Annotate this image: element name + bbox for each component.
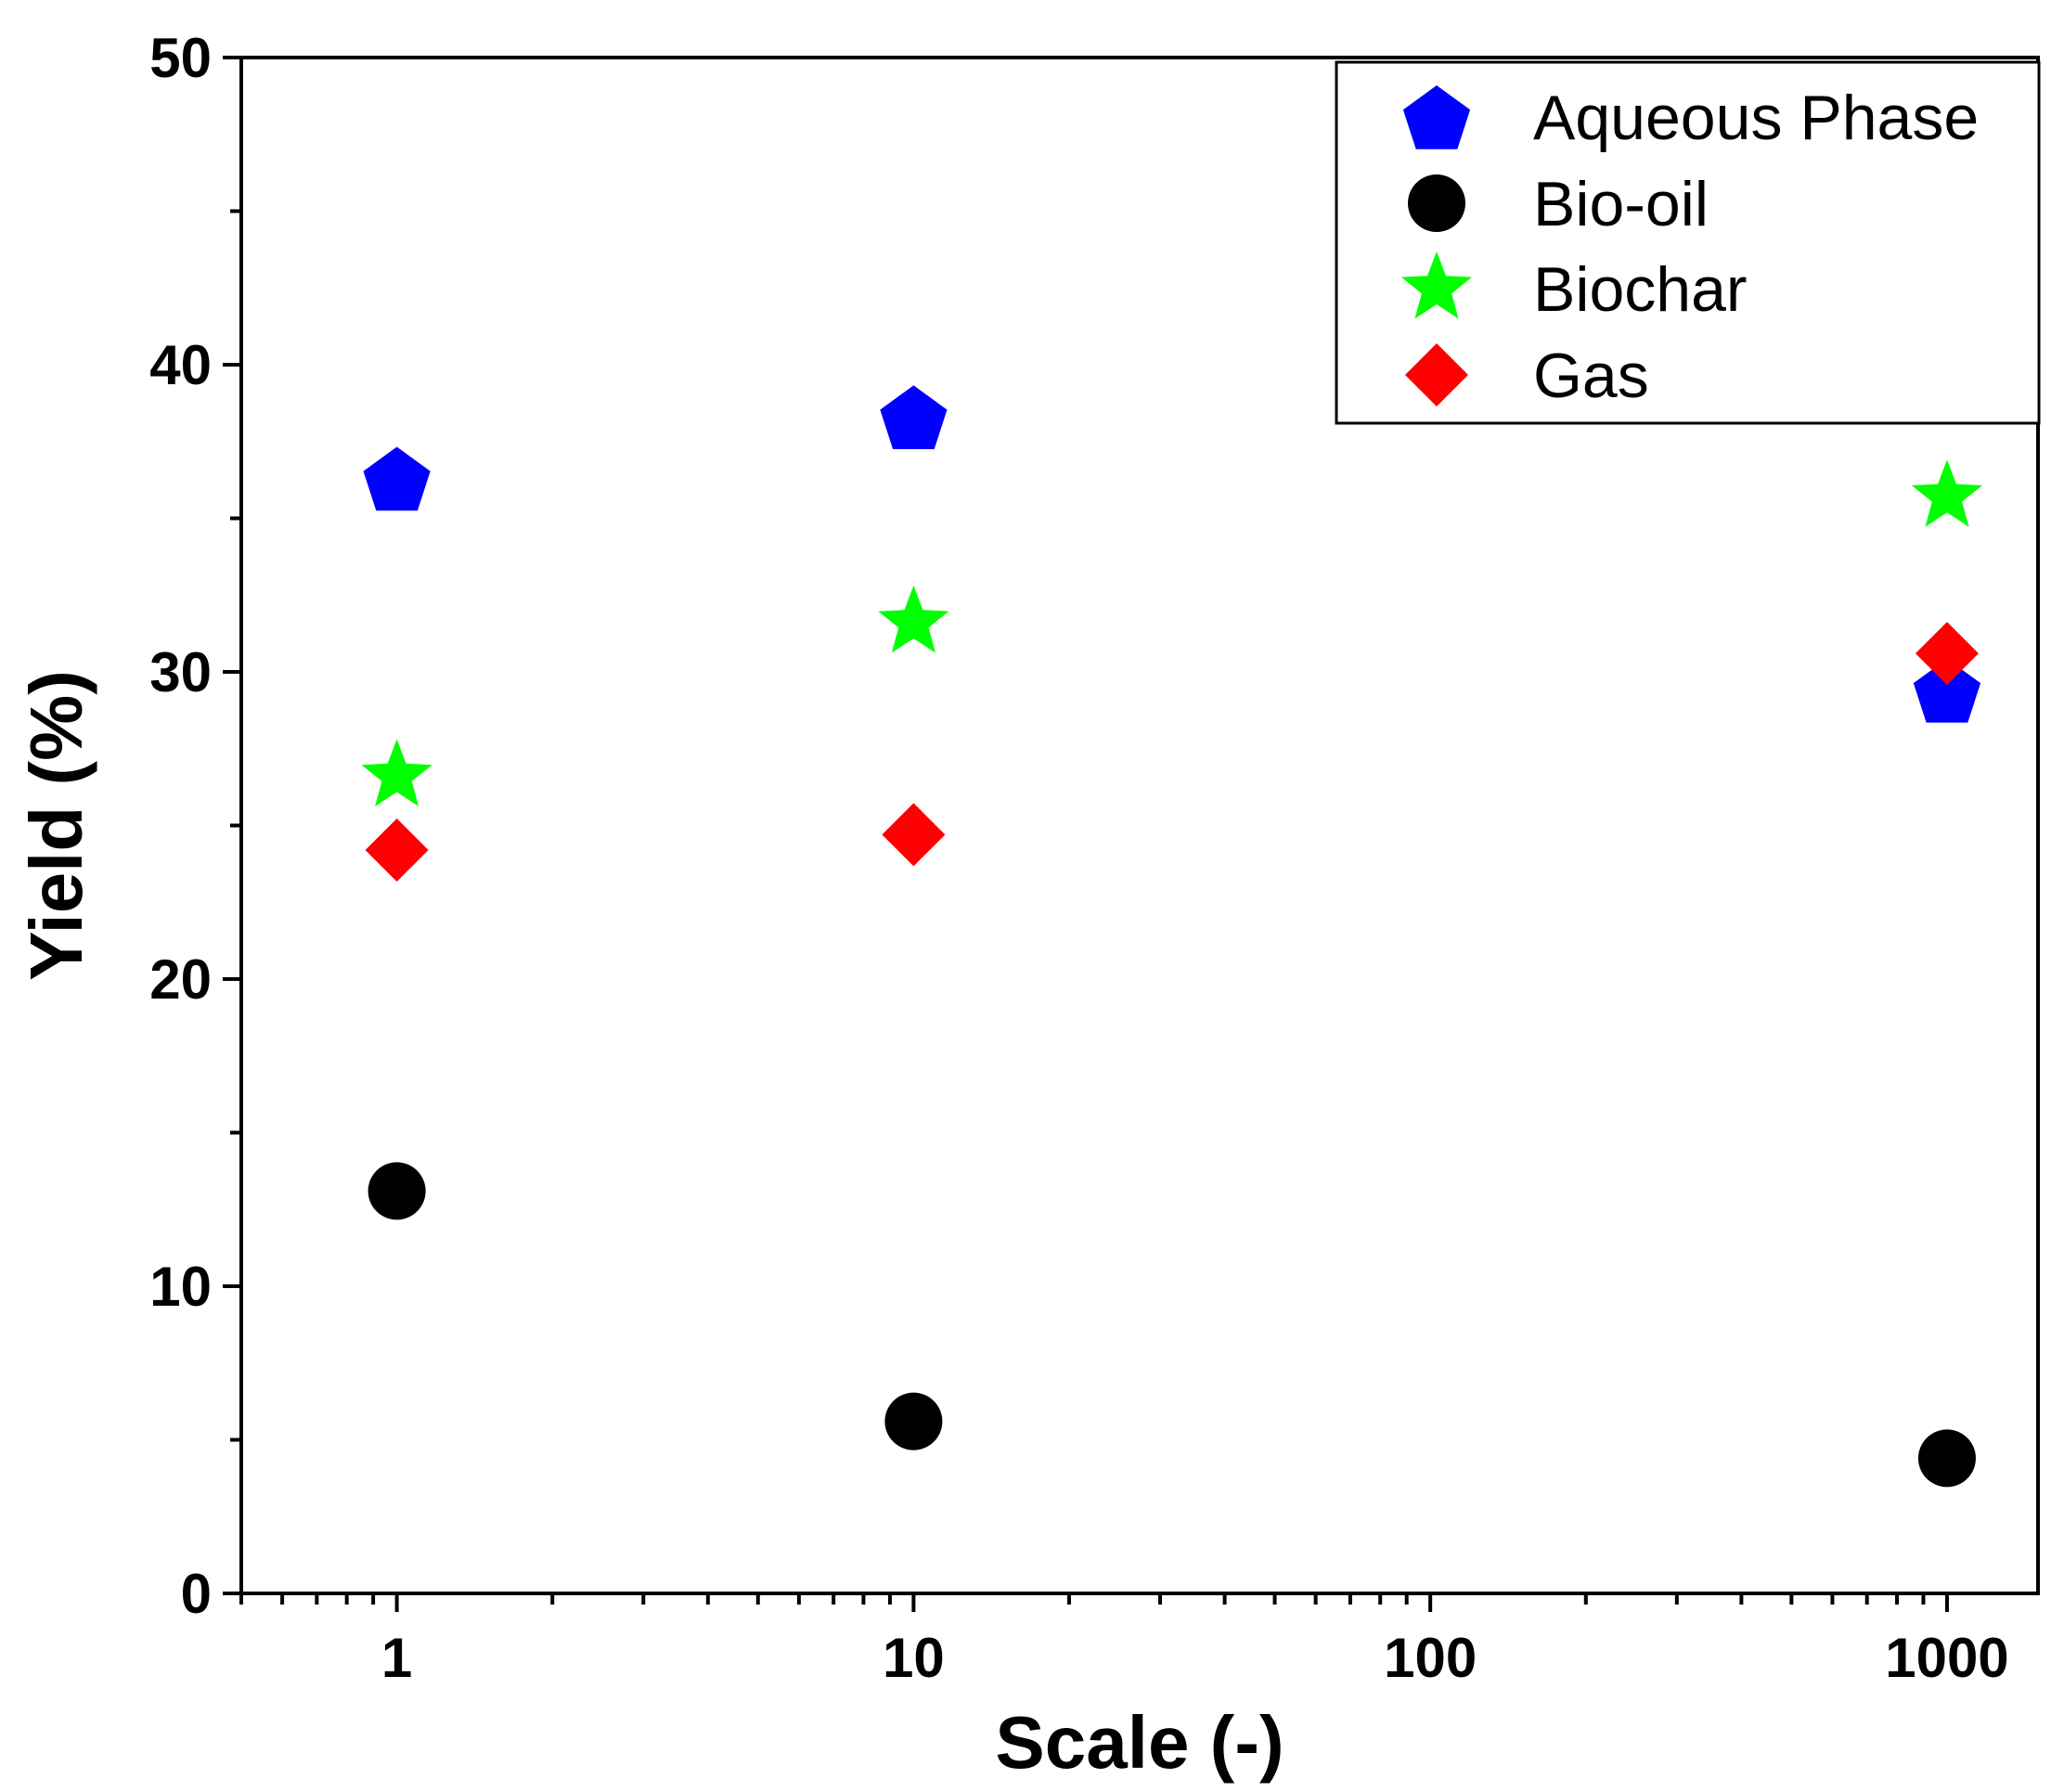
legend-label-aqueous-phase: Aqueous Phase	[1533, 83, 1979, 153]
x-axis-title: Scale (-)	[995, 1701, 1284, 1784]
point-gas	[365, 818, 429, 882]
legend-label-biochar: Biochar	[1533, 254, 1748, 325]
x-tick-label: 1	[381, 1627, 412, 1689]
y-tick-label: 40	[149, 334, 212, 396]
data-markers	[361, 385, 1982, 1488]
legend-marker-aqueous-phase	[1402, 85, 1471, 149]
point-aqueous-phase	[1913, 658, 1981, 723]
point-biochar	[1911, 459, 1982, 527]
point-aqueous-phase	[880, 385, 948, 449]
point-bio-oil	[368, 1162, 426, 1220]
point-gas	[1915, 622, 1979, 686]
point-aqueous-phase	[363, 446, 431, 511]
point-bio-oil	[1917, 1429, 1976, 1488]
point-biochar	[878, 586, 949, 653]
legend-marker-biochar	[1401, 251, 1472, 319]
point-bio-oil	[884, 1392, 943, 1450]
point-biochar	[361, 739, 432, 806]
tick-labels: 1 10 100 1000 0 10 20 30 40 50	[149, 27, 2008, 1689]
x-tick-label: 10	[883, 1627, 945, 1689]
y-tick-label: 30	[149, 641, 212, 703]
legend-marker-bio-oil	[1408, 174, 1465, 232]
y-tick-label: 20	[149, 948, 212, 1011]
plot-frame	[239, 56, 2040, 1595]
x-tick-label: 1000	[1885, 1627, 2008, 1689]
y-tick-label: 10	[149, 1256, 212, 1318]
legend-label-gas: Gas	[1533, 341, 1649, 411]
major-ticks	[223, 56, 1949, 1612]
y-tick-label: 0	[181, 1563, 212, 1625]
point-gas	[882, 803, 946, 867]
y-axis-title: Yield (%)	[15, 670, 97, 981]
legend-label-bio-oil: Bio-oil	[1533, 169, 1709, 239]
x-tick-label: 100	[1384, 1627, 1477, 1689]
legend-marker-gas	[1405, 343, 1468, 406]
y-tick-label: 50	[149, 27, 212, 89]
legend: Aqueous Phase Bio-oil Biochar Gas	[1335, 60, 2041, 425]
